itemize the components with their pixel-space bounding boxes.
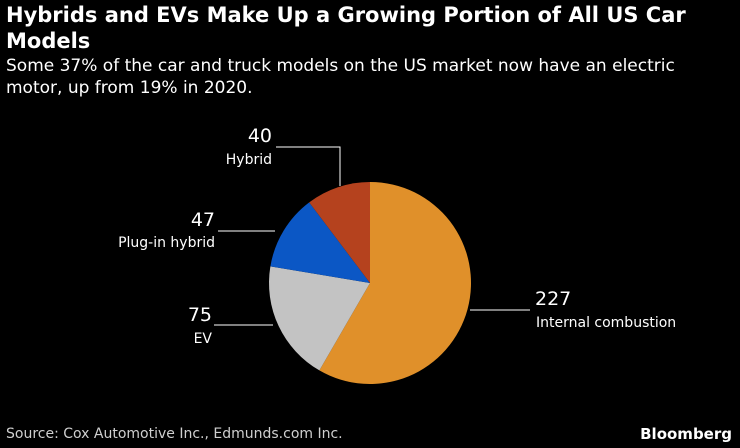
category-label-ev: EV bbox=[194, 331, 213, 347]
chart-title: Hybrids and EVs Make Up a Growing Portio… bbox=[6, 3, 686, 53]
category-label-internal-combustion: Internal combustion bbox=[536, 315, 676, 331]
category-label-hybrid: Hybrid bbox=[226, 152, 272, 168]
value-label-hybrid: 40 bbox=[248, 125, 272, 147]
pie-slice-internal-combustion bbox=[319, 182, 472, 384]
bloomberg-logo: Bloomberg bbox=[640, 425, 732, 443]
pie-slice-hybrid bbox=[309, 182, 370, 283]
leader-line-hybrid bbox=[276, 146, 341, 186]
value-label-internal-combustion: 227 bbox=[535, 288, 571, 310]
source-note: Source: Cox Automotive Inc., Edmunds.com… bbox=[6, 426, 343, 442]
pie-slice-plug-in-hybrid bbox=[270, 202, 370, 283]
category-label-plug-in-hybrid: Plug-in hybrid bbox=[118, 235, 215, 251]
pie-slice-ev bbox=[269, 266, 370, 371]
value-label-plug-in-hybrid: 47 bbox=[191, 209, 215, 231]
value-label-ev: 75 bbox=[188, 304, 212, 326]
chart-subtitle: Some 37% of the car and truck models on … bbox=[6, 56, 675, 98]
